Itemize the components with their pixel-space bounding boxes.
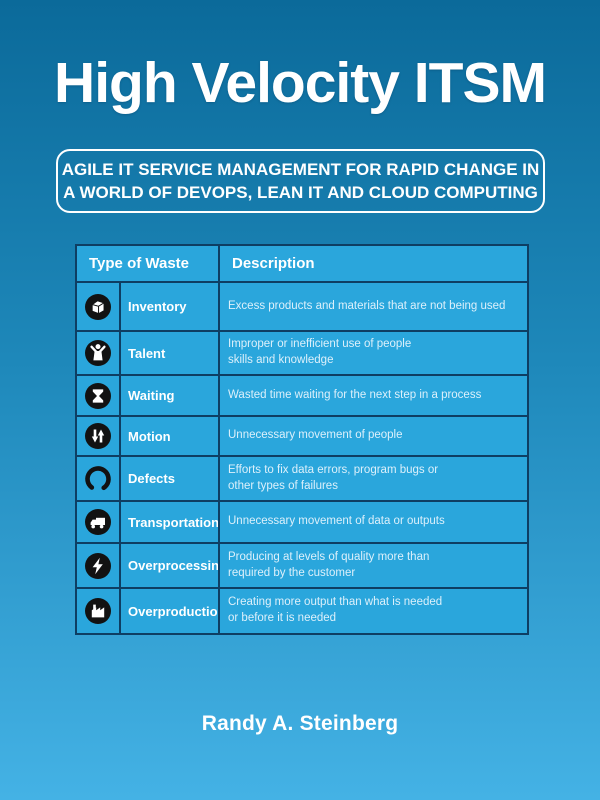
waste-description: Efforts to fix data errors, program bugs… [220,457,527,500]
author-name: Randy A. Steinberg [201,712,399,735]
waste-type-label: Transportation [121,502,218,542]
waste-type-label: Waiting [121,376,218,415]
table-row-icon-cell [77,417,119,455]
waste-type-label: Inventory [121,283,218,330]
subtitle-box: AGILE IT SERVICE MANAGEMENT FOR RAPID CH… [56,149,545,213]
waste-type-label: Motion [121,417,218,455]
waste-type-label: Defects [121,457,218,500]
table-row-icon-cell [77,502,119,542]
waste-description: Wasted time waiting for the next step in… [220,376,527,415]
book-title: High Velocity ITSM [54,51,547,115]
waste-type-label: Overprocessing [121,544,218,587]
subtitle-line-1: AGILE IT SERVICE MANAGEMENT FOR RAPID CH… [61,160,540,179]
package-icon [85,293,111,320]
waste-description: Improper or inefficient use of people sk… [220,332,527,374]
column-header-description: Description [220,246,527,281]
factory-icon [85,598,111,624]
person-arms-up-icon [85,340,111,366]
waste-description: Producing at levels of quality more than… [220,544,527,587]
table-row-icon-cell [77,283,119,330]
table-row-icon-cell [77,544,119,587]
waste-type-label: Talent [121,332,218,374]
table-row-icon-cell [77,589,119,633]
waste-table: Type of Waste Description Inventory Exce… [75,244,529,635]
table-row-icon-cell [77,457,119,500]
truck-icon [85,509,111,535]
table-row-icon-cell [77,332,119,374]
subtitle-line-2: A WORLD OF DEVOPS, LEAN IT AND CLOUD COM… [63,183,538,202]
waste-description: Excess products and materials that are n… [220,283,527,330]
arrows-up-down-icon [85,423,111,449]
waste-description: Unnecessary movement of data or outputs [220,502,527,542]
table-row-icon-cell [77,376,119,415]
lightning-icon [85,552,111,579]
broken-ring-icon [85,465,111,492]
waste-type-label: Overproduction [121,589,218,633]
column-header-type-of-waste: Type of Waste [77,246,218,281]
hourglass-icon [85,382,111,409]
waste-description: Creating more output than what is needed… [220,589,527,633]
waste-description: Unnecessary movement of people [220,417,527,455]
